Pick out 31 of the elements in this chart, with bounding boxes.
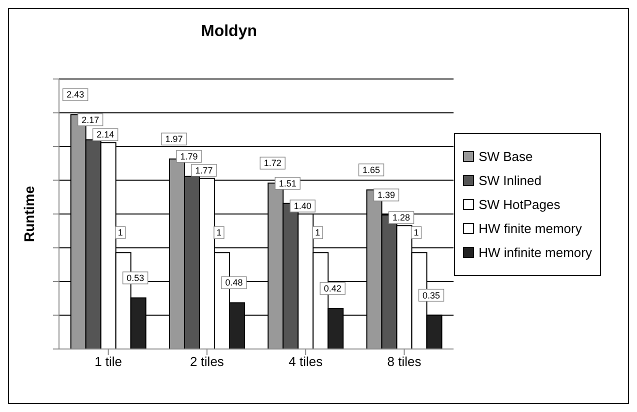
data-label: 1.72 xyxy=(264,158,282,168)
data-label: 1.40 xyxy=(294,201,312,211)
x-tick-label: 8 tiles xyxy=(387,354,422,370)
data-label: 2.17 xyxy=(82,114,100,125)
data-label: 1.97 xyxy=(165,134,183,144)
x-tick-label: 4 tiles xyxy=(288,354,324,370)
data-label: 1.65 xyxy=(362,164,380,175)
legend-label: HW finite memory xyxy=(478,220,582,236)
x-tick-label: 1 tile xyxy=(94,354,122,370)
data-label: 1 xyxy=(118,228,123,238)
data-label: 0.42 xyxy=(324,284,342,294)
y-axis-title: Runtime xyxy=(20,186,37,242)
data-label: 1.77 xyxy=(195,165,213,176)
data-label: 2.14 xyxy=(96,130,114,140)
data-label: 1.79 xyxy=(180,151,198,162)
data-label: 1.51 xyxy=(278,178,296,188)
data-label: 1.28 xyxy=(392,212,410,223)
legend-label: SW Inlined xyxy=(478,172,542,188)
data-label: 0.48 xyxy=(225,278,243,288)
legend-label: HW infinite memory xyxy=(478,244,592,260)
data-label: 1 xyxy=(216,228,222,238)
data-label: 0.53 xyxy=(126,272,144,283)
data-label: 2.43 xyxy=(66,90,84,100)
data-label: 1 xyxy=(315,228,320,238)
legend-label: SW Base xyxy=(478,148,533,164)
data-label: 1 xyxy=(414,228,419,238)
data-label: 1.39 xyxy=(378,190,396,200)
data-label: 0.35 xyxy=(422,290,440,300)
x-tick-label: 2 tiles xyxy=(190,354,224,370)
chart-title: Moldyn xyxy=(200,23,258,41)
legend-label: SW HotPages xyxy=(478,196,560,212)
